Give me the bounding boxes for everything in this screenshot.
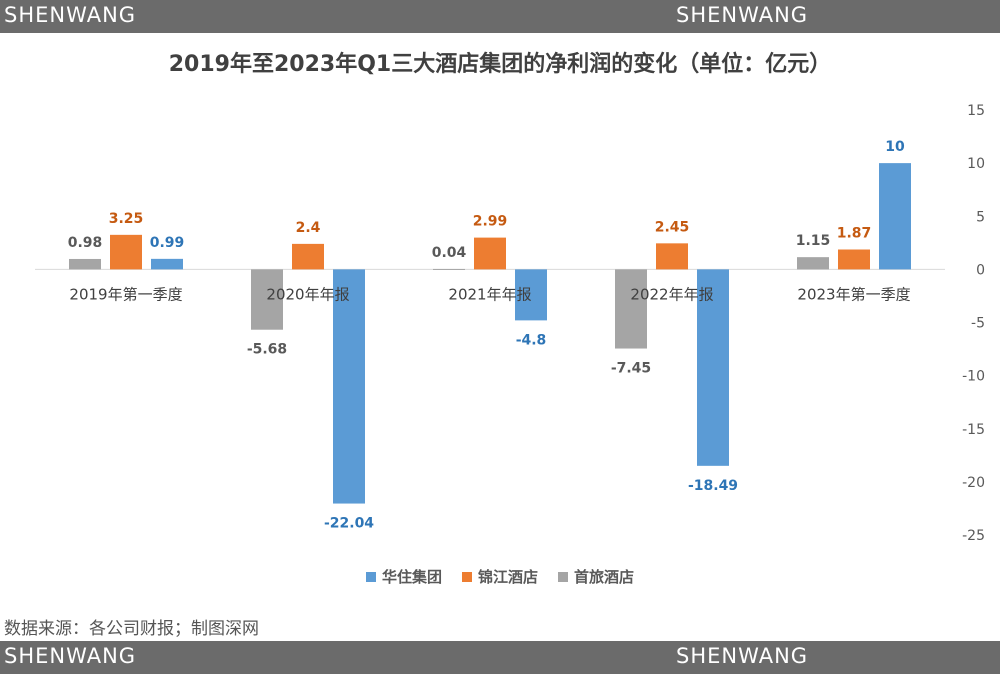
y-tick-label: 15 — [967, 103, 985, 119]
y-tick-label: -20 — [962, 475, 985, 491]
data-label: -18.49 — [688, 478, 738, 494]
bar — [515, 269, 547, 321]
y-tick-label: -25 — [962, 528, 985, 544]
bar — [433, 268, 465, 270]
legend-swatch — [558, 571, 568, 582]
bar — [797, 257, 829, 270]
category-label: 2019年第一季度 — [69, 285, 182, 303]
y-tick-label: -10 — [962, 369, 985, 385]
bar — [69, 258, 101, 270]
chart-title: 2019年至2023年Q1三大酒店集团的净利润的变化（单位：亿元） — [168, 52, 832, 77]
category-label: 2023年第一季度 — [797, 285, 910, 303]
data-label: 10 — [885, 139, 905, 155]
top-banner: SHENWANG SHENWANG — [0, 0, 1000, 33]
legend-label: 华住集团 — [381, 568, 442, 586]
bar — [697, 269, 729, 466]
legend-swatch — [365, 571, 376, 582]
bar — [474, 237, 506, 270]
y-tick-label: 5 — [976, 209, 985, 225]
legend-label: 首旅酒店 — [574, 568, 635, 586]
data-label: 2.45 — [655, 219, 690, 235]
bar — [879, 163, 911, 270]
data-label: -4.8 — [516, 332, 547, 348]
bar — [251, 269, 283, 330]
legend-item: 首旅酒店 — [558, 566, 634, 587]
bottom-banner: SHENWANG SHENWANG — [0, 641, 1000, 674]
data-label: 0.98 — [68, 235, 103, 251]
banner-right-text: SHENWANG — [676, 3, 809, 27]
category-label: 2020年年报 — [266, 285, 349, 303]
bar — [615, 269, 647, 349]
legend-item: 华住集团 — [365, 566, 442, 587]
data-label: 1.87 — [837, 226, 872, 242]
bar — [292, 243, 324, 270]
data-label: 0.99 — [150, 235, 185, 251]
y-tick-label: 10 — [967, 156, 985, 172]
legend-label: 锦江酒店 — [477, 568, 538, 586]
data-label: 0.04 — [432, 245, 467, 261]
data-label: 2.4 — [296, 220, 321, 236]
banner-left-text: SHENWANG — [4, 644, 137, 668]
data-label: -5.68 — [247, 342, 287, 358]
category-label: 2022年年报 — [630, 285, 713, 303]
data-label: -22.04 — [324, 516, 374, 532]
bar — [333, 269, 365, 504]
banner-left-text: SHENWANG — [4, 3, 137, 27]
bar — [151, 258, 183, 270]
y-tick-label: -15 — [962, 422, 985, 438]
bar — [838, 249, 870, 270]
category-label: 2021年年报 — [448, 285, 531, 303]
y-tick-label: 0 — [976, 262, 985, 278]
bar — [656, 243, 688, 270]
bar — [110, 234, 142, 270]
legend-item: 锦江酒店 — [461, 566, 538, 587]
legend-swatch — [461, 571, 472, 582]
source-note: 数据来源：各公司财报；制图深网 — [4, 619, 259, 639]
data-label: 3.25 — [109, 211, 144, 227]
banner-right-text: SHENWANG — [676, 644, 809, 668]
y-tick-label: -5 — [971, 316, 985, 332]
data-label: 1.15 — [796, 233, 831, 249]
data-label: -7.45 — [611, 361, 651, 377]
data-label: 2.99 — [473, 214, 508, 230]
chart-legend: 华住集团 锦江酒店 首旅酒店 — [0, 566, 1000, 587]
